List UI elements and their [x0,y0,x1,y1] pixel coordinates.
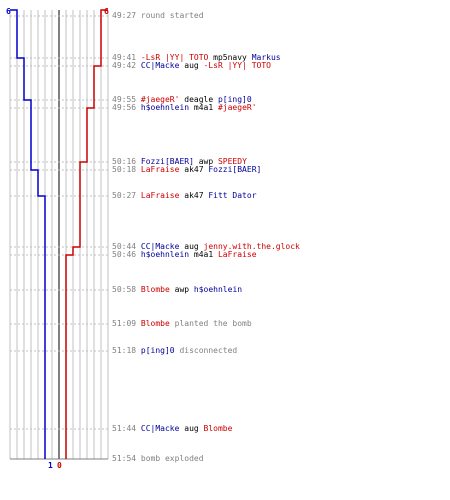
event-row: 49:42 CC|Macke aug -LsR |YY| TOTO [112,61,271,70]
event-weapon: aug [179,242,204,251]
event-row: 50:46 h$oehnlein m4a1 LaFraise [112,250,257,259]
event-row: 50:44 CC|Macke aug jenny.with.the.glock [112,242,300,251]
event-weapon: aug [179,424,204,433]
event-player-name: LaFraise [140,191,180,200]
event-player-name: -LsR |YY| TOTO [140,53,209,62]
event-weapon: aug [179,61,204,70]
event-description: bomb exploded [140,454,204,463]
event-row: 51:54 bomb exploded [112,454,204,463]
event-time: 50:46 [112,250,141,259]
event-player-name: h$oehnlein [140,103,190,112]
event-player-name: SPEEDY [217,157,247,166]
event-player-name: Markus [251,53,281,62]
event-player-name: p[ing]0 [217,95,252,104]
event-player-name: CC|Macke [140,424,180,433]
event-row: 49:56 h$oehnlein m4a1 #jaegeR' [112,103,257,112]
event-row: 49:41 -LsR |YY| TOTO mp5navy Markus [112,53,281,62]
event-time: 51:09 [112,319,141,328]
blue-team-alive-line [10,9,46,459]
event-row: 49:55 #jaegeR' deagle p[ing]0 [112,95,252,104]
event-row: 51:18 p[ing]0 disconnected [112,346,237,355]
event-player-name: Fozzi[BAER] [140,157,194,166]
event-weapon: ak47 [179,165,209,174]
event-player-name: Fitt Dator [208,191,257,200]
event-player-name: CC|Macke [140,61,180,70]
event-weapon: mp5navy [208,53,252,62]
event-row: 50:27 LaFraise ak47 Fitt Dator [112,191,257,200]
event-player-name: h$oehnlein [140,250,190,259]
event-player-name: jenny.with.the.glock [203,242,300,251]
event-weapon: awp [193,157,218,166]
event-row: 51:44 CC|Macke aug Blombe [112,424,232,433]
blue-end-count: 1 [48,461,53,470]
event-time: 50:16 [112,157,141,166]
event-player-name: Fozzi[BAER] [208,165,262,174]
event-description: planted the bomb [169,319,252,328]
event-weapon: awp [169,285,194,294]
event-time: 49:55 [112,95,141,104]
event-time: 50:44 [112,242,141,251]
event-row: 50:16 Fozzi[BAER] awp SPEEDY [112,157,247,166]
event-player-name: CC|Macke [140,242,180,251]
event-time: 49:27 [112,11,141,20]
event-weapon: deagle [179,95,218,104]
event-description: disconnected [174,346,238,355]
event-row: 50:58 Blombe awp h$oehnlein [112,285,242,294]
event-row: 50:18 LaFraise ak47 Fozzi[BAER] [112,165,261,174]
event-player-name: LaFraise [140,165,180,174]
event-time: 50:58 [112,285,141,294]
event-row: 49:27 round started [112,11,204,20]
red-team-alive-line [65,9,108,459]
event-time: 51:54 [112,454,141,463]
event-weapon: ak47 [179,191,209,200]
red-start-count: 6 [104,7,109,16]
event-time: 49:42 [112,61,141,70]
event-weapon: m4a1 [189,250,218,259]
event-time: 51:18 [112,346,141,355]
event-player-name: Blombe [140,319,170,328]
event-player-name: p[ing]0 [140,346,175,355]
event-player-name: Blombe [140,285,170,294]
blue-start-count: 6 [6,7,11,16]
event-player-name: LaFraise [217,250,257,259]
event-time: 50:18 [112,165,141,174]
event-player-name: h$oehnlein [193,285,243,294]
event-weapon: m4a1 [189,103,218,112]
event-time: 50:27 [112,191,141,200]
event-row: 51:09 Blombe planted the bomb [112,319,252,328]
event-time: 49:41 [112,53,141,62]
red-end-count: 0 [57,461,62,470]
event-description: round started [140,11,204,20]
event-time: 49:56 [112,103,141,112]
event-time: 51:44 [112,424,141,433]
event-player-name: #jaegeR' [217,103,257,112]
event-player-name: Blombe [203,424,233,433]
event-player-name: -LsR |YY| TOTO [203,61,271,70]
event-player-name: #jaegeR' [140,95,180,104]
